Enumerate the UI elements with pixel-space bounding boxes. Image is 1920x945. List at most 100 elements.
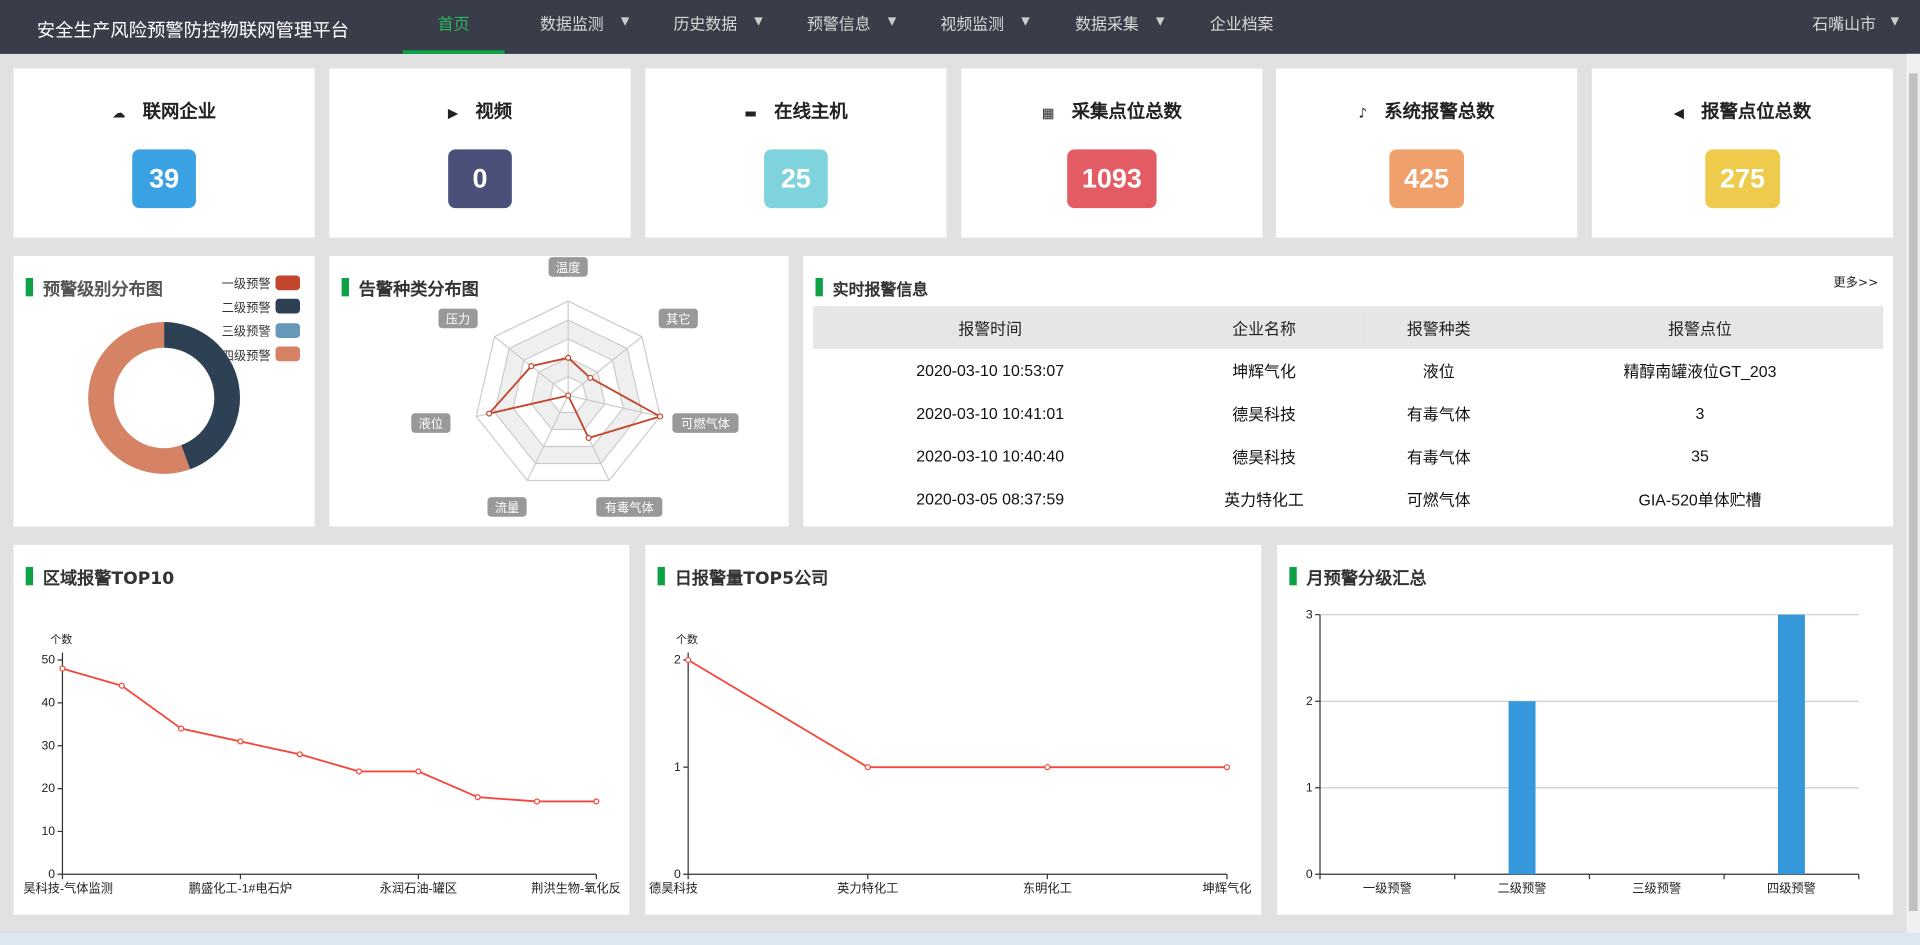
legend-swatch bbox=[275, 346, 301, 362]
line-point[interactable] bbox=[474, 794, 481, 801]
table-cell: 坤辉气化 bbox=[1232, 362, 1296, 381]
stat-card[interactable]: ◀ 报警点位总数 275 bbox=[1591, 68, 1894, 238]
line-point[interactable] bbox=[685, 656, 692, 664]
table-cell: 2020-03-10 10:40:40 bbox=[916, 446, 1065, 466]
line-point[interactable] bbox=[355, 768, 363, 775]
stat-value: 39 bbox=[132, 149, 196, 209]
nav-item-0[interactable]: 首页 bbox=[402, 0, 505, 54]
line-point[interactable] bbox=[296, 751, 303, 758]
scrollbar-thumb[interactable] bbox=[1908, 73, 1918, 912]
legend-item[interactable]: 二级预警 bbox=[222, 294, 301, 318]
cloud-upload-icon: ☁ bbox=[112, 105, 126, 122]
radar-indicator-label: 其它 bbox=[658, 308, 698, 329]
daily-line-chart: 个数 0 1 2 德昊科技 英力特化工 东明化工 坤辉气化 bbox=[649, 633, 1251, 896]
radar-point[interactable] bbox=[565, 392, 572, 399]
line-point[interactable] bbox=[59, 665, 66, 672]
legend-label: 四级预警 bbox=[221, 349, 271, 364]
horizontal-scrollbar[interactable] bbox=[0, 933, 1920, 945]
legend-item[interactable]: 四级预警 bbox=[221, 342, 301, 366]
table-row[interactable]: 2020-03-10 10:41:01 德昊科技 有毒气体 3 bbox=[813, 392, 1883, 435]
bar[interactable] bbox=[1777, 614, 1805, 875]
y-tick-label: 40 bbox=[41, 696, 55, 710]
nav-item-1[interactable]: 数据监测 ▼ bbox=[540, 0, 629, 54]
table-cell: 可燃气体 bbox=[1406, 491, 1471, 510]
y-tick-label: 1 bbox=[1306, 780, 1313, 794]
panel-title: 告警种类分布图 bbox=[341, 277, 479, 301]
radar-point[interactable] bbox=[565, 354, 572, 361]
x-tick-label: 坤辉气化 bbox=[1202, 881, 1251, 896]
legend-item[interactable]: 三级预警 bbox=[221, 318, 301, 342]
nav-item-6[interactable]: 企业档案 bbox=[1210, 0, 1274, 54]
bar[interactable] bbox=[1508, 701, 1536, 875]
stat-card[interactable]: ▦ 采集点位总数 1093 bbox=[961, 68, 1263, 238]
monthly-level-panel: 月预警分级汇总 0 1 2 3 一级预警 二级预警 三级预警 四级预警 bbox=[1277, 544, 1894, 915]
legend-swatch bbox=[275, 322, 301, 338]
nav-item-4[interactable]: 视频监测 ▼ bbox=[940, 0, 1029, 54]
x-tick-label: 英力特化工 bbox=[837, 881, 898, 896]
radar-series bbox=[486, 356, 663, 440]
stat-label-row: ▬ 在线主机 bbox=[645, 98, 946, 124]
line-point[interactable] bbox=[1044, 764, 1051, 771]
stat-card[interactable]: ▬ 在线主机 25 bbox=[645, 68, 947, 238]
stat-card[interactable]: ♪ 系统报警总数 425 bbox=[1275, 68, 1578, 238]
chevron-down-icon: ▼ bbox=[1890, 15, 1900, 29]
line-point[interactable] bbox=[118, 682, 125, 689]
nav-item-3[interactable]: 预警信息 ▼ bbox=[807, 0, 896, 54]
daily-top5-panel: 日报警量TOP5公司 个数 0 1 2 德昊科技 英力特化工 东明化工 坤辉气化 bbox=[645, 544, 1262, 915]
stat-card[interactable]: ☁ 联网企业 39 bbox=[13, 68, 315, 238]
donut-slice[interactable] bbox=[164, 322, 241, 470]
y-tick-label: 20 bbox=[41, 781, 55, 795]
nav-item-5[interactable]: 数据采集 ▼ bbox=[1075, 0, 1164, 54]
line-point[interactable] bbox=[415, 768, 422, 775]
line-point[interactable] bbox=[237, 738, 244, 745]
legend-item[interactable]: 一级预警 bbox=[222, 271, 301, 295]
nav-item-label: 历史数据 bbox=[673, 15, 738, 35]
stat-label: 在线主机 bbox=[774, 100, 848, 123]
line-point[interactable] bbox=[593, 798, 600, 805]
stat-label: 联网企业 bbox=[142, 100, 217, 123]
donut-slice[interactable] bbox=[88, 322, 191, 474]
monthly-bar-chart: 0 1 2 3 一级预警 二级预警 三级预警 四级预警 bbox=[1306, 607, 1860, 896]
more-link[interactable]: 更多>> bbox=[1833, 276, 1879, 291]
y-tick-label: 1 bbox=[674, 760, 681, 774]
stat-card[interactable]: ▶ 视频 0 bbox=[329, 68, 631, 238]
svg-text:液位: 液位 bbox=[419, 416, 443, 431]
table-row[interactable]: 2020-03-10 10:53:07 坤辉气化 液位 精醇南罐液位GT_203 bbox=[813, 349, 1883, 392]
column-header: 报警点位 bbox=[1516, 306, 1884, 349]
table-cell: 有毒气体 bbox=[1406, 405, 1471, 424]
panel-title: 实时报警信息 bbox=[815, 277, 928, 300]
table-row[interactable]: 2020-03-10 10:40:40 德昊科技 有毒气体 35 bbox=[813, 435, 1883, 478]
x-tick-label: 三级预警 bbox=[1632, 881, 1681, 896]
stat-label: 系统报警总数 bbox=[1384, 100, 1495, 123]
radar-point[interactable] bbox=[528, 363, 535, 370]
radar-indicator-label: 液位 bbox=[411, 413, 451, 433]
line-point[interactable] bbox=[1223, 764, 1231, 771]
vertical-scrollbar[interactable] bbox=[1906, 53, 1920, 934]
radar-axis bbox=[567, 336, 643, 396]
radar-point[interactable] bbox=[587, 374, 594, 381]
column-header: 报警种类 bbox=[1360, 306, 1517, 349]
panel-title: 月预警分级汇总 bbox=[1289, 566, 1427, 590]
line-point[interactable] bbox=[178, 725, 185, 732]
chevron-down-icon: ▼ bbox=[754, 15, 763, 29]
city-selector[interactable]: 石嘴山市 ▼ bbox=[1812, 0, 1899, 54]
radar-indicator-label: 可燃气体 bbox=[672, 413, 739, 433]
line-point[interactable] bbox=[533, 798, 541, 805]
legend-label: 三级预警 bbox=[221, 326, 271, 340]
svg-text:温度: 温度 bbox=[556, 260, 580, 275]
table-row[interactable]: 2020-03-05 08:37:59 英力特化工 可燃气体 GIA-520单体贮槽 bbox=[813, 478, 1883, 521]
radar-indicator-label: 有毒气体 bbox=[596, 497, 663, 517]
line-point[interactable] bbox=[864, 764, 871, 771]
stat-label-row: ▦ 采集点位总数 bbox=[961, 98, 1262, 124]
x-tick-label: 东明化工 bbox=[1023, 882, 1072, 896]
radar-point[interactable] bbox=[657, 413, 664, 420]
y-tick-label: 0 bbox=[48, 867, 55, 881]
nav-item-2[interactable]: 历史数据 ▼ bbox=[673, 0, 762, 54]
x-tick-label: 永润石油-罐区 bbox=[380, 882, 457, 896]
radar-point[interactable] bbox=[585, 434, 592, 442]
radar-point[interactable] bbox=[486, 410, 493, 417]
legend-swatch bbox=[275, 299, 301, 314]
calendar-icon: ▦ bbox=[1041, 105, 1055, 122]
